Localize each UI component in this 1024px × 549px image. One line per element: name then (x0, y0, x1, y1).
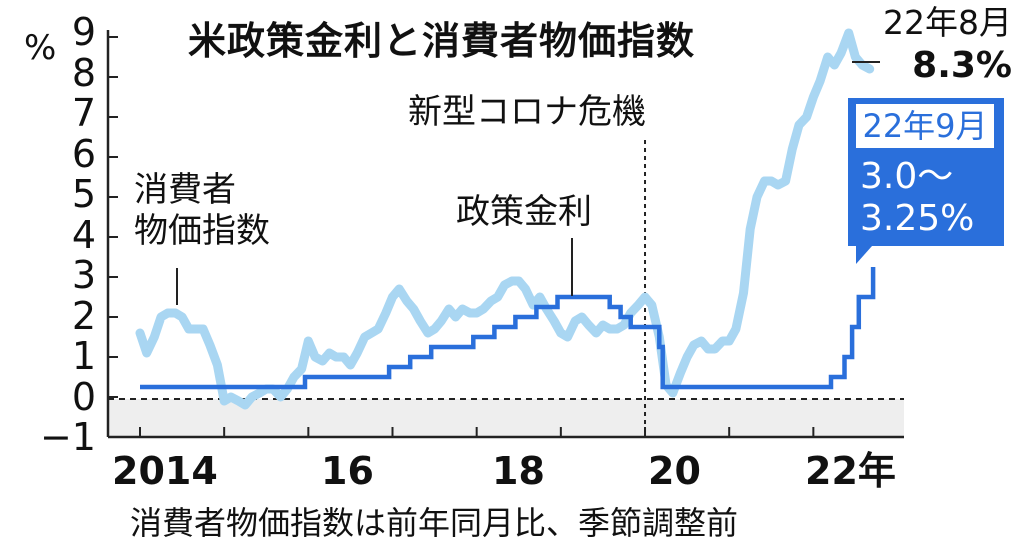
rate-latest-value: 3.0〜 3.25% (860, 156, 974, 241)
chart-footnote: 消費者物価指数は前年同月比、季節調整前 (130, 504, 739, 542)
rate-latest-callout: 22年9月 3.0〜 3.25% (848, 98, 1004, 246)
x-tick-label: 16 (321, 449, 374, 493)
covid-vline-label: 新型コロナ危機 (408, 92, 646, 132)
y-tick-label: 3 (71, 253, 96, 297)
rate-series-label: 政策金利 (456, 192, 592, 232)
x-tick-label: 2014 (112, 449, 218, 493)
policy-rate-series-line (140, 267, 876, 390)
tick-marks (108, 36, 815, 438)
y-tick-label: −1 (39, 415, 96, 459)
y-tick-label: 8 (71, 51, 96, 95)
y-tick-label: 7 (71, 91, 96, 135)
y-tick-label: 4 (71, 213, 96, 257)
y-tick-label: 5 (71, 172, 96, 216)
y-tick-label: 0 (71, 375, 96, 419)
y-tick-label: 2 (71, 294, 96, 338)
rate-latest-line1: 3.0〜 (860, 156, 954, 197)
y-tick-label: 1 (71, 334, 96, 378)
y-tick-label: 6 (71, 132, 96, 176)
x-tick-label: 20 (648, 449, 701, 493)
rate-latest-line2: 3.25% (860, 198, 975, 240)
cpi-peak-date: 22年8月 (883, 3, 1012, 42)
cpi-peak-value: 8.3% (912, 45, 1012, 87)
x-tick-label: 22年 (805, 449, 896, 493)
cpi-peak-callout: 22年8月 8.3% (862, 2, 1012, 88)
negative-region (108, 399, 904, 437)
rate-latest-date: 22年9月 (856, 104, 994, 148)
cpi-series-label: 消費者 物価指数 (134, 170, 270, 252)
chart-title: 米政策金利と消費者物価指数 (188, 19, 696, 63)
rate-callout-pointer (856, 246, 872, 264)
cpi-series-line (135, 28, 875, 410)
y-tick-label: 9 (71, 10, 96, 54)
y-axis-unit: % (24, 28, 57, 68)
x-tick-label: 18 (492, 449, 545, 493)
